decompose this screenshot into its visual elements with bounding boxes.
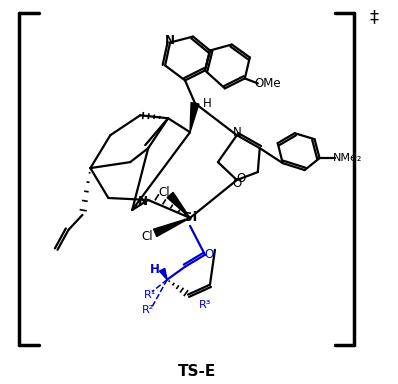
Text: O: O	[232, 177, 242, 190]
Text: Cl: Cl	[158, 185, 170, 199]
Text: R³: R³	[199, 300, 211, 310]
Text: R²: R²	[142, 305, 154, 314]
Text: R¹: R¹	[144, 290, 156, 300]
Polygon shape	[167, 192, 190, 218]
Text: H: H	[203, 97, 211, 110]
Text: Cl: Cl	[141, 230, 153, 243]
Polygon shape	[154, 218, 190, 237]
Text: NMe₂: NMe₂	[333, 153, 362, 163]
Text: N: N	[232, 126, 241, 139]
Text: O: O	[204, 248, 214, 261]
Polygon shape	[160, 268, 167, 280]
Text: O: O	[236, 172, 246, 185]
Text: OMe: OMe	[254, 77, 281, 90]
Text: TS-E: TS-E	[178, 364, 216, 379]
Polygon shape	[190, 103, 199, 132]
Text: N: N	[138, 195, 148, 209]
Text: Si: Si	[183, 212, 197, 224]
Text: H: H	[150, 263, 160, 276]
Text: N: N	[165, 34, 175, 47]
Text: $\ddagger$: $\ddagger$	[369, 9, 380, 26]
